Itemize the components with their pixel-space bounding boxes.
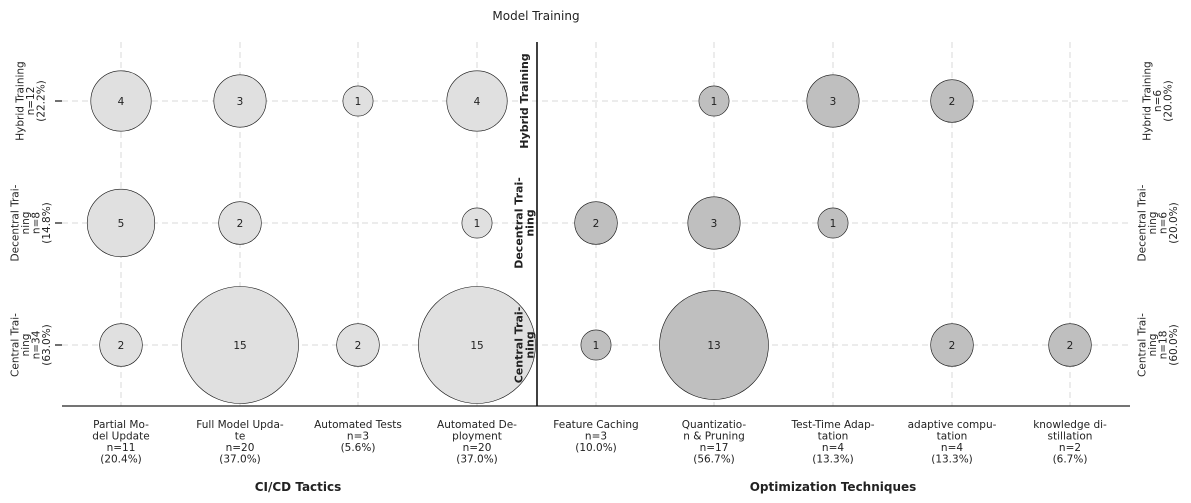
bubble-label-quantizatio-n-pruning-hybrid: 1 bbox=[711, 96, 718, 108]
bubble-partial-mo-del-update-decentral bbox=[86, 188, 156, 258]
bubble-label-quantizatio-n-pruning-central: 13 bbox=[707, 340, 720, 352]
bubble-full-model-upda-te-decentral bbox=[218, 201, 262, 245]
bubble-label-adaptive-compu-tation-central: 2 bbox=[949, 340, 956, 352]
bubble-label-test-time-adap-tation-hybrid: 3 bbox=[830, 96, 837, 108]
x-tick-label-knowledge-di-stillation: knowledge di-stillation n=2 (6.7%) bbox=[1033, 419, 1107, 466]
right-row-label-decentral: Decentral Trai-ningn=6(20.0%) bbox=[1136, 184, 1180, 261]
x-tick-label-automated-de-ployment: Automated De-ployment n=20 (37.0%) bbox=[437, 419, 517, 466]
bubble-label-quantizatio-n-pruning-decentral: 3 bbox=[711, 218, 718, 230]
bubble-test-time-adap-tation-hybrid bbox=[806, 74, 860, 128]
panel-title-optimization-techniques: Optimization Techniques bbox=[750, 480, 917, 494]
bubble-feature-cachingn-3-decentral bbox=[574, 201, 618, 245]
bubble-feature-cachingn-3-central bbox=[580, 329, 612, 361]
bubble-label-automated-testsn-3-hybrid: 1 bbox=[355, 96, 362, 108]
bubble-label-feature-cachingn-3-decentral: 2 bbox=[593, 218, 600, 230]
panel-title-ci-cd-tactics: CI/CD Tactics bbox=[255, 480, 342, 494]
axes bbox=[55, 42, 1130, 407]
bubble-label-partial-mo-del-update-central: 2 bbox=[118, 340, 125, 352]
bubble-full-model-upda-te-hybrid bbox=[213, 74, 267, 128]
bubble-full-model-upda-te-central bbox=[181, 286, 299, 404]
left-row-label-central: Central Trai-ningn=34(63.0%) bbox=[9, 313, 53, 377]
bubble-label-test-time-adap-tation-decentral: 1 bbox=[830, 218, 837, 230]
center-row-label-decentral: Decentral Trai-ning bbox=[513, 177, 537, 269]
bubble-automated-testsn-3-hybrid bbox=[342, 85, 374, 117]
bubble-knowledge-di-stillation-central bbox=[1048, 323, 1092, 367]
left-row-label-hybrid: Hybrid Trainingn=12(22.2%) bbox=[15, 61, 48, 140]
bubble-label-full-model-upda-te-hybrid: 3 bbox=[237, 96, 244, 108]
labels: Partial Mo-del Update n=11 (20.4%) Full Mod… bbox=[9, 53, 1180, 494]
bubble-label-automated-testsn-3-central: 2 bbox=[355, 340, 362, 352]
bubble-test-time-adap-tation-decentral bbox=[817, 207, 849, 239]
x-tick-label-quantizatio-n-pruning: Quantizatio-n & Pruning n=17 (56.7%) bbox=[682, 419, 747, 466]
bubble-label-partial-mo-del-update-hybrid: 4 bbox=[118, 96, 125, 108]
right-row-label-hybrid: Hybrid Trainingn=6(20.0%) bbox=[1142, 61, 1175, 140]
bubble-label-feature-cachingn-3-central: 1 bbox=[593, 340, 600, 352]
bubble-label-adaptive-compu-tation-hybrid: 2 bbox=[949, 96, 956, 108]
bubble-partial-mo-del-update-central bbox=[99, 323, 143, 367]
x-tick-label-adaptive-compu-tation: adaptive compu-tation n=4 (13.3%) bbox=[908, 419, 997, 466]
left-row-label-decentral: Decentral Trai-ningn=8(14.8%) bbox=[9, 184, 53, 261]
bubble-quantizatio-n-pruning-hybrid bbox=[698, 85, 730, 117]
bubble-automated-de-ployment-decentral bbox=[461, 207, 493, 239]
x-tick-label-automated-testsn-3: Automated Tests n=3 (5.6%) bbox=[314, 419, 402, 454]
bubble-label-automated-de-ployment-central: 15 bbox=[470, 340, 483, 352]
center-row-label-central: Central Trai-ning bbox=[513, 307, 537, 384]
bubble-automated-testsn-3-central bbox=[336, 323, 380, 367]
bubble-quantizatio-n-pruning-central bbox=[659, 290, 769, 400]
bubble-label-automated-de-ployment-decentral: 1 bbox=[474, 218, 481, 230]
bubble-partial-mo-del-update-hybrid bbox=[90, 70, 152, 132]
bubble-label-full-model-upda-te-decentral: 2 bbox=[237, 218, 244, 230]
bubble-adaptive-compu-tation-central bbox=[930, 323, 974, 367]
x-tick-label-test-time-adap-tation: Test-Time Adap-tation n=4 (13.3%) bbox=[790, 419, 874, 466]
bubble-label-knowledge-di-stillation-central: 2 bbox=[1067, 340, 1074, 352]
bubble-automated-de-ployment-central bbox=[418, 286, 536, 404]
x-tick-label-feature-cachingn-3: Feature Caching n=3 (10.0%) bbox=[553, 419, 638, 454]
bubble-label-full-model-upda-te-central: 15 bbox=[233, 340, 246, 352]
bubble-label-partial-mo-del-update-decentral: 5 bbox=[118, 218, 125, 230]
center-row-label-hybrid: Hybrid Training bbox=[518, 53, 531, 148]
bubble-adaptive-compu-tation-hybrid bbox=[930, 79, 974, 123]
chart-title: Model Training bbox=[492, 9, 579, 23]
bubble-automated-de-ployment-hybrid bbox=[446, 70, 508, 132]
right-row-label-central: Central Trai-ningn=18(60.0%) bbox=[1136, 313, 1180, 377]
x-tick-label-partial-mo-del-update: Partial Mo-del Update n=11 (20.4%) bbox=[92, 419, 149, 466]
bubble-quantizatio-n-pruning-decentral bbox=[687, 196, 741, 250]
bubble-label-automated-de-ployment-hybrid: 4 bbox=[474, 96, 481, 108]
x-tick-label-full-model-upda-te: Full Model Upda-te n=20 (37.0%) bbox=[196, 419, 284, 466]
